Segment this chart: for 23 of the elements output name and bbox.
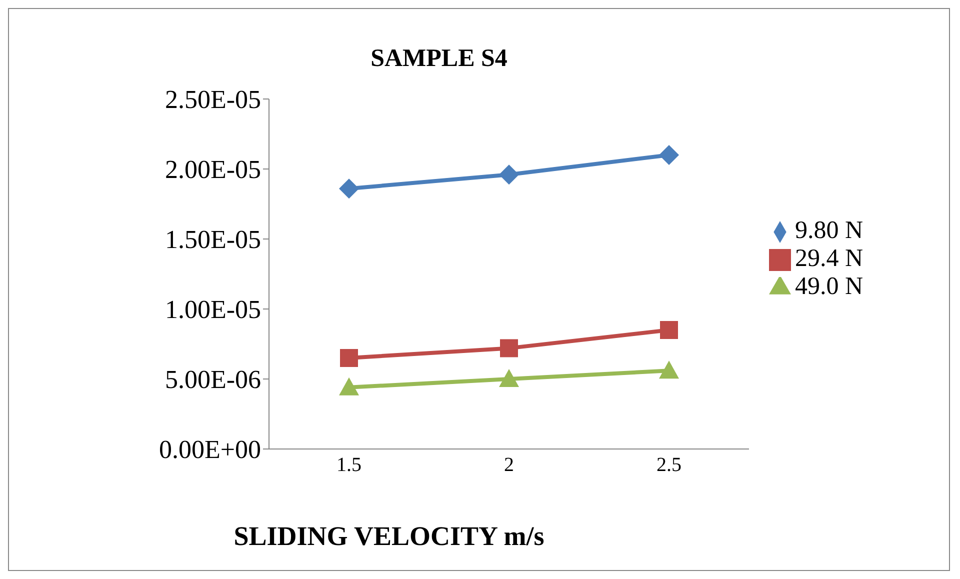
y-tick-label: 0.00E+00 — [158, 435, 261, 464]
y-tick-label: 2.50E-05 — [164, 85, 261, 114]
point — [660, 321, 678, 339]
point — [659, 360, 679, 379]
y-tick-label: 1.00E-05 — [164, 295, 261, 324]
x-tick-label: 1.5 — [336, 454, 362, 476]
x-tick-label: 2.5 — [656, 454, 682, 476]
point — [340, 349, 358, 367]
y-tick-label: 1.50E-05 — [164, 225, 261, 254]
point — [659, 145, 679, 165]
point — [339, 377, 359, 396]
chart-title: SAMPLE S4 — [370, 45, 508, 73]
legend-label: 29.4 N — [795, 245, 864, 272]
point — [499, 369, 519, 387]
point — [339, 178, 359, 199]
x-axis-title: SLIDING VELOCITY m/s — [232, 521, 546, 552]
legend-label: 9.80 N — [795, 217, 864, 244]
x-tick-label: 2 — [504, 454, 514, 476]
y-tick-label: 2.00E-05 — [164, 155, 261, 184]
y-tick-label: 5.00E-06 — [164, 365, 261, 394]
point — [499, 164, 519, 185]
point — [500, 339, 518, 358]
legend-label: 49.0 N — [795, 273, 864, 300]
